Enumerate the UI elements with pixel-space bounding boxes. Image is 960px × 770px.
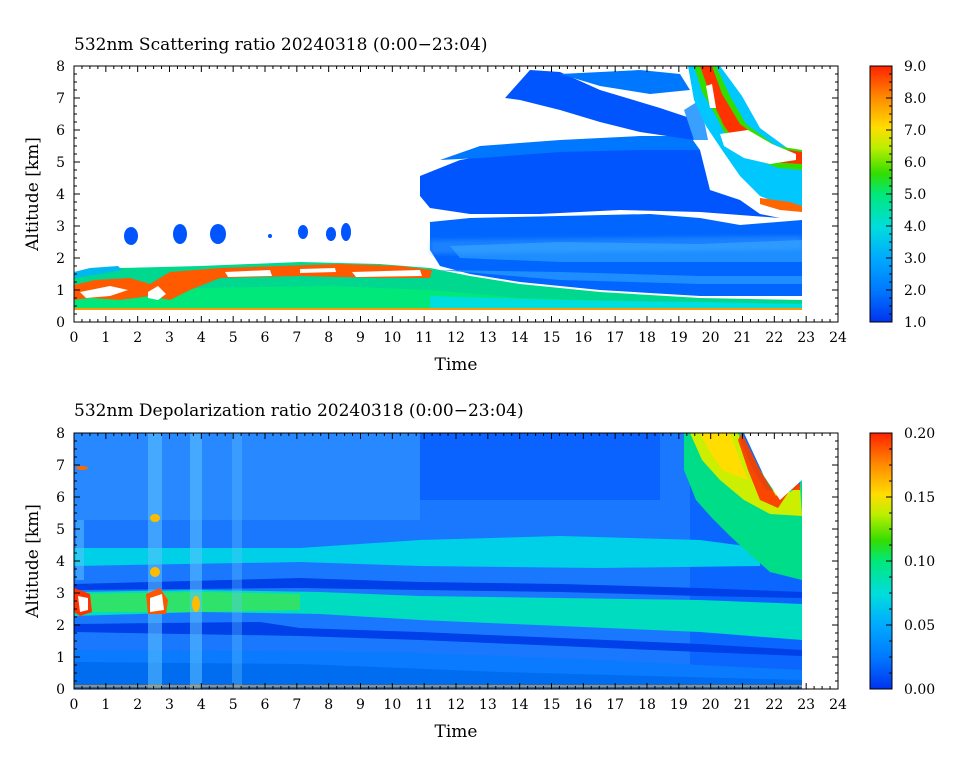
y-tick-label: 4 bbox=[56, 187, 65, 203]
x-tick-label: 8 bbox=[324, 330, 333, 346]
x-tick-label: 16 bbox=[574, 697, 592, 713]
x-tick-label: 5 bbox=[229, 330, 238, 346]
panel1-title: 532nm Scattering ratio 20240318 (0:00−23… bbox=[74, 35, 488, 55]
colorbar-tick-label: 2.0 bbox=[904, 283, 926, 299]
x-tick-label: 20 bbox=[702, 697, 720, 713]
y-tick-label: 1 bbox=[56, 283, 65, 299]
x-tick-label: 11 bbox=[415, 330, 433, 346]
y-tick-label: 2 bbox=[56, 618, 65, 634]
x-tick-label: 18 bbox=[638, 330, 656, 346]
y-tick-label: 7 bbox=[56, 458, 65, 474]
colorbar-tick-label: 5.0 bbox=[904, 187, 926, 203]
panel1-x-label: Time bbox=[435, 355, 478, 375]
x-tick-label: 15 bbox=[543, 697, 561, 713]
colorbar-tick-label: 0.05 bbox=[904, 618, 935, 634]
colorbar-tick-label: 0.00 bbox=[904, 682, 935, 698]
y-tick-label: 6 bbox=[56, 123, 65, 139]
x-tick-label: 17 bbox=[606, 330, 624, 346]
y-tick-label: 4 bbox=[56, 554, 65, 570]
colorbar-tick-label: 0.10 bbox=[904, 554, 935, 570]
x-tick-label: 23 bbox=[797, 697, 815, 713]
y-tick-label: 6 bbox=[56, 490, 65, 506]
x-tick-label: 14 bbox=[511, 697, 529, 713]
x-tick-label: 2 bbox=[133, 330, 142, 346]
panel1-y-axis: 0 1 2 3 4 5 6 7 8 bbox=[56, 59, 838, 331]
y-tick-label: 8 bbox=[56, 426, 65, 442]
x-tick-label: 6 bbox=[261, 697, 270, 713]
x-tick-label: 0 bbox=[70, 330, 79, 346]
scattering-ratio-field bbox=[74, 66, 838, 322]
x-tick-label: 12 bbox=[447, 697, 465, 713]
colorbar-tick-label: 3.0 bbox=[904, 251, 926, 267]
depolarization-ratio-panel: 532nm Depolarization ratio 20240318 (0:0… bbox=[23, 401, 935, 742]
x-tick-label: 7 bbox=[292, 697, 301, 713]
x-tick-label: 18 bbox=[638, 697, 656, 713]
x-tick-label: 17 bbox=[606, 697, 624, 713]
y-tick-label: 2 bbox=[56, 251, 65, 267]
y-tick-label: 1 bbox=[56, 650, 65, 666]
x-tick-label: 3 bbox=[165, 330, 174, 346]
x-tick-label: 7 bbox=[292, 330, 301, 346]
scattering-ratio-panel: 532nm Scattering ratio 20240318 (0:00−23… bbox=[23, 35, 926, 375]
x-tick-label: 20 bbox=[702, 330, 720, 346]
x-tick-label: 1 bbox=[101, 330, 110, 346]
x-tick-label: 8 bbox=[324, 697, 333, 713]
x-tick-label: 15 bbox=[543, 330, 561, 346]
y-tick-label: 0 bbox=[56, 682, 65, 698]
x-tick-label: 10 bbox=[383, 697, 401, 713]
depolarization-ratio-field bbox=[74, 433, 838, 689]
x-tick-label: 12 bbox=[447, 330, 465, 346]
panel1-colorbar-ticks: 1.0 2.0 3.0 4.0 5.0 6.0 7.0 8.0 9.0 bbox=[886, 59, 926, 331]
colorbar-tick-label: 8.0 bbox=[904, 91, 926, 107]
x-tick-label: 1 bbox=[101, 697, 110, 713]
x-tick-label: 19 bbox=[670, 330, 688, 346]
panel1-y-label: Altitude [km] bbox=[23, 137, 43, 252]
y-tick-label: 3 bbox=[56, 219, 65, 235]
x-tick-label: 4 bbox=[197, 697, 206, 713]
colorbar-tick-label: 9.0 bbox=[904, 59, 926, 75]
x-tick-label: 21 bbox=[734, 330, 752, 346]
colorbar-tick-label: 4.0 bbox=[904, 219, 926, 235]
y-tick-label: 8 bbox=[56, 59, 65, 75]
x-tick-label: 9 bbox=[356, 697, 365, 713]
y-tick-label: 3 bbox=[56, 586, 65, 602]
x-tick-label: 13 bbox=[479, 697, 497, 713]
panel2-y-axis: 0 1 2 3 4 5 6 7 8 bbox=[56, 426, 838, 698]
x-tick-label: 21 bbox=[734, 697, 752, 713]
x-tick-label: 10 bbox=[383, 330, 401, 346]
colorbar-tick-label: 6.0 bbox=[904, 155, 926, 171]
x-tick-label: 22 bbox=[765, 697, 783, 713]
y-tick-label: 0 bbox=[56, 315, 65, 331]
x-tick-label: 23 bbox=[797, 330, 815, 346]
panel1-x-axis: 0 1 2 3 4 5 6 7 8 9 10 11 12 13 14 15 16 17 18 19 20 21 22 23 24 bbox=[70, 66, 847, 346]
x-tick-label: 24 bbox=[829, 330, 847, 346]
panel2-title: 532nm Depolarization ratio 20240318 (0:0… bbox=[74, 401, 524, 421]
y-tick-label: 7 bbox=[56, 91, 65, 107]
panel2-x-label: Time bbox=[435, 722, 478, 742]
x-tick-label: 6 bbox=[261, 330, 270, 346]
x-tick-label: 13 bbox=[479, 330, 497, 346]
x-tick-label: 19 bbox=[670, 697, 688, 713]
x-tick-label: 0 bbox=[70, 697, 79, 713]
x-tick-label: 4 bbox=[197, 330, 206, 346]
colorbar-tick-label: 0.15 bbox=[904, 490, 935, 506]
panel2-y-label: Altitude [km] bbox=[23, 504, 43, 619]
panel2-x-axis: 0 1 2 3 4 5 6 7 8 9 10 11 12 13 14 15 16 17 18 19 20 21 22 23 24 bbox=[70, 433, 847, 713]
y-tick-label: 5 bbox=[56, 522, 65, 538]
x-tick-label: 9 bbox=[356, 330, 365, 346]
x-tick-label: 3 bbox=[165, 697, 174, 713]
x-tick-label: 14 bbox=[511, 330, 529, 346]
y-tick-label: 5 bbox=[56, 155, 65, 171]
x-tick-label: 22 bbox=[765, 330, 783, 346]
x-tick-label: 16 bbox=[574, 330, 592, 346]
colorbar-tick-label: 7.0 bbox=[904, 123, 926, 139]
x-tick-label: 24 bbox=[829, 697, 847, 713]
x-tick-label: 2 bbox=[133, 697, 142, 713]
colorbar-tick-label: 0.20 bbox=[904, 426, 935, 442]
panel2-colorbar-ticks: 0.00 0.05 0.10 0.15 0.20 bbox=[886, 426, 935, 698]
x-tick-label: 5 bbox=[229, 697, 238, 713]
x-tick-label: 11 bbox=[415, 697, 433, 713]
colorbar-tick-label: 1.0 bbox=[904, 315, 926, 331]
